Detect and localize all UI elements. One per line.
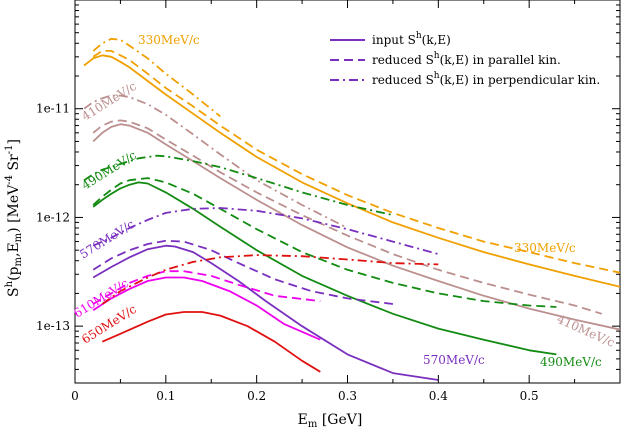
y-tick-label: 1e-13 bbox=[36, 319, 70, 333]
curve-650-perpendicular bbox=[101, 254, 439, 305]
curve-label-490: 490MeV/c bbox=[540, 355, 602, 369]
x-tick-label: 0.3 bbox=[338, 389, 357, 403]
curve-330-parallel bbox=[92, 50, 620, 274]
curve-330-input bbox=[83, 54, 620, 288]
curve-490-input bbox=[92, 181, 557, 356]
curve-490-perpendicular bbox=[83, 154, 394, 216]
curve-570-perpendicular bbox=[92, 207, 439, 255]
curve-label-570: 570MeV/c bbox=[77, 217, 137, 262]
x-tick-label: 0.5 bbox=[520, 389, 539, 403]
curve-650-input bbox=[101, 311, 321, 373]
y-axis-title: Sh(pm,Em) [MeV-4 Sr-1] bbox=[4, 139, 24, 297]
y-tick-label: 1e-12 bbox=[36, 210, 70, 224]
curve-410-input bbox=[92, 123, 620, 331]
curve-330-perpendicular bbox=[92, 37, 221, 118]
legend-label-parallel: reduced Sh(k,E) in parallel kin. bbox=[372, 51, 561, 67]
curve-label-410: 410MeV/c bbox=[555, 312, 617, 350]
curve-410-parallel bbox=[92, 119, 603, 315]
curve-label-490: 490MeV/c bbox=[79, 148, 139, 193]
y-tick-label: 1e-11 bbox=[36, 102, 70, 116]
legend: input Sh(k,E) reduced Sh(k,E) in paralle… bbox=[330, 31, 600, 87]
x-tick-label: 0.2 bbox=[247, 389, 266, 403]
curve-610-input bbox=[92, 276, 321, 341]
curve-label-570: 570MeV/c bbox=[423, 353, 485, 367]
x-tick-label: 0.1 bbox=[156, 389, 175, 403]
curve-570-input bbox=[92, 244, 439, 381]
x-tick-label: 0.4 bbox=[429, 389, 448, 403]
curve-410-perpendicular bbox=[83, 94, 348, 229]
curve-label-330: 330MeV/c bbox=[138, 33, 200, 47]
curve-610-parallel bbox=[92, 270, 321, 305]
x-tick-label: 0 bbox=[71, 389, 79, 403]
legend-label-input: input Sh(k,E) bbox=[372, 31, 451, 47]
curve-label-330: 330MeV/c bbox=[514, 241, 576, 255]
curve-570-parallel bbox=[92, 239, 394, 305]
x-axis-title: Em [GeV] bbox=[298, 412, 363, 430]
legend-label-perpendicular: reduced Sh(k,E) in perpendicular kin. bbox=[372, 71, 600, 87]
curve-label-410: 410MeV/c bbox=[79, 79, 139, 124]
curve-490-parallel bbox=[92, 177, 557, 308]
